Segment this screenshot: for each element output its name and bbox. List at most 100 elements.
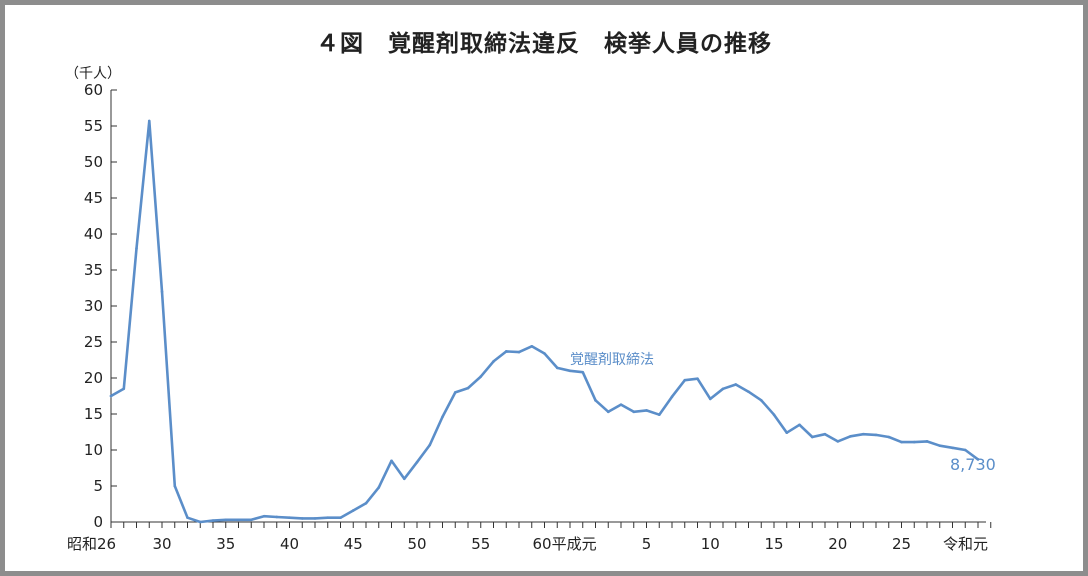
data-point [466,386,470,390]
data-point [632,410,636,414]
data-point [900,440,903,444]
data-point [402,477,406,481]
y-tick-label: 35 [84,261,103,279]
data-point [759,399,763,402]
x-tick-label: 50 [407,535,426,553]
data-point [479,375,483,378]
x-tick-label: 昭和26 [67,535,116,553]
x-tick-label: 30 [152,535,171,553]
data-point [721,387,725,391]
data-point [211,519,215,522]
data-point [415,460,419,464]
x-tick-label: 35 [216,535,235,553]
data-point [670,395,674,399]
data-point [530,345,534,348]
data-point [364,501,368,505]
data-point [186,516,189,519]
y-tick-label: 20 [84,369,103,387]
data-point [428,443,432,447]
y-tick-label: 55 [84,117,103,135]
data-point [581,370,585,374]
data-point [734,383,738,386]
data-point [326,516,330,519]
x-tick-label: 5 [642,535,652,553]
y-tick-label: 30 [84,297,103,315]
data-point [708,397,712,401]
chart-title: ４図 覚醒剤取締法違反 検挙人員の推移 [316,31,772,57]
data-point [441,415,444,419]
data-point [606,410,610,414]
data-point [504,350,508,353]
y-tick-label: 45 [84,189,103,207]
data-point [453,391,457,394]
x-tick-label: 25 [892,535,911,553]
data-point [555,366,559,370]
data-point [798,423,801,427]
data-point [339,516,342,519]
x-tick-label: 60平成元 [533,535,597,553]
data-point [135,247,138,250]
data-point [288,516,291,519]
data-point [122,387,126,391]
y-tick-label: 15 [84,405,103,423]
data-point [198,520,202,524]
data-point [861,432,865,436]
data-point [492,360,495,363]
data-point [683,378,687,382]
data-point [377,486,381,489]
x-tick-label: 令和元 [943,535,988,553]
data-point [147,119,151,123]
data-point [109,394,113,398]
data-point [313,517,317,520]
x-tick-label: 15 [764,535,783,553]
data-point [262,514,266,518]
data-point [836,440,840,443]
x-tick-label: 55 [471,535,490,553]
x-tick-label: 45 [344,535,363,553]
y-tick-label: 0 [93,513,103,531]
data-point [224,518,228,522]
data-point [300,517,304,520]
data-point [849,435,852,438]
data-point [594,399,597,402]
data-point [619,403,623,406]
data-point [925,440,929,443]
data-point [645,409,648,412]
data-point [543,352,546,355]
data-point [772,413,776,417]
data-point [390,459,393,463]
y-tick-label: 10 [84,441,103,459]
data-point [275,515,279,519]
x-tick-label: 20 [828,535,847,553]
data-point [810,435,814,439]
data-point [249,518,253,522]
end-value-label: 8,730 [950,455,996,474]
data-point [696,377,699,381]
x-tick-label: 10 [701,535,720,553]
data-point [517,350,521,354]
data-point [823,432,827,436]
data-point [173,484,177,488]
y-tick-label: 50 [84,153,103,171]
data-point [963,448,967,452]
y-tick-label: 40 [84,225,103,243]
data-point [912,440,916,444]
data-point [160,290,164,293]
series-line [109,119,980,524]
data-point [785,431,789,435]
data-point [568,369,572,373]
y-tick-label: 60 [84,81,103,99]
data-point [938,444,942,447]
y-tick-label: 25 [84,333,103,351]
data-point [951,446,954,450]
data-point [747,390,750,393]
data-point [237,518,240,522]
y-tick-label: 5 [93,477,103,495]
data-point [976,458,980,461]
data-point [351,509,355,512]
data-point [657,413,661,417]
x-tick-label: 40 [280,535,299,553]
series-label: 覚醒剤取締法 [570,351,654,368]
